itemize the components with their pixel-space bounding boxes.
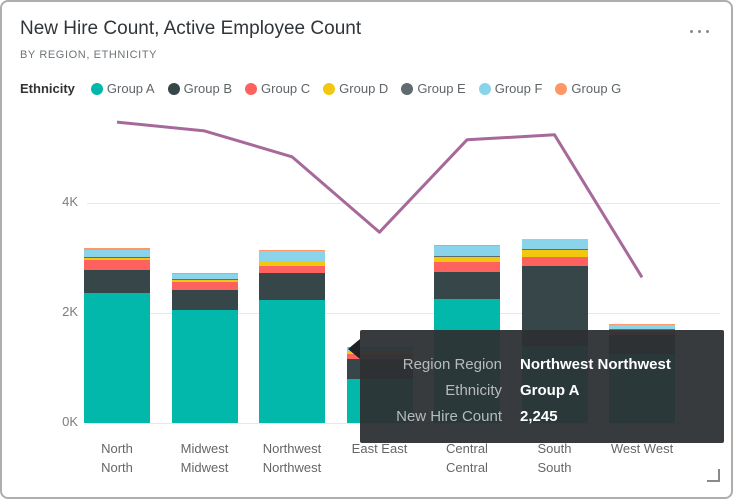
legend-item-group-b[interactable]: Group B [167,81,233,96]
tooltip-row-label: New Hire Count [396,407,502,425]
bar-segment-group-f[interactable] [259,251,325,262]
tooltip-row-value: Group A [520,381,580,399]
legend: Ethnicity Group A Group B Group C Group D Gr… [20,81,634,96]
gridline-4K [87,203,720,204]
bar-segment-group-d[interactable] [171,280,238,282]
bar-segment-group-b[interactable] [171,290,238,311]
legend-item-label: Group B [183,81,233,96]
legend-item-group-f[interactable]: Group F [478,81,543,96]
stacked-bar-midwest-midwest[interactable] [171,272,238,423]
legend-swatch-icon [323,82,336,95]
x-axis-label-midwest-midwest: Midwest Midwest [158,439,252,477]
legend-swatch-icon [555,82,568,95]
x-axis-label-line: Northwest [262,460,322,475]
x-axis-label-northwest-northwest: Northwest Northwest [245,439,339,477]
x-axis-label-line: North [101,460,133,475]
bar-segment-group-c[interactable] [171,281,238,291]
legend-item-label: Group F [494,81,543,96]
tooltip-row-label: Ethnicity [445,381,502,399]
tooltip-row: Ethnicity Group A [360,377,724,403]
legend-field-label: Ethnicity [20,81,75,96]
y-axis-tick-label: 0K [62,414,78,429]
y-axis-tick-label: 4K [62,194,78,209]
x-axis-label-line: Midwest [180,460,229,475]
legend-swatch-icon [478,82,491,95]
bar-segment-group-c[interactable] [84,260,150,271]
tooltip-row: Region Region Northwest Northwest [360,351,724,377]
bar-segment-group-a[interactable] [84,293,150,423]
bar-segment-group-e[interactable] [609,329,675,330]
x-axis-label-line: Central [446,441,488,456]
bar-segment-group-f[interactable] [609,324,675,330]
legend-item-label: Group D [339,81,389,96]
y-axis-tick-label: 2K [62,304,78,319]
legend-swatch-icon [90,82,103,95]
x-axis-label-north-north: North North [70,439,164,477]
bar-segment-group-c[interactable] [521,256,588,266]
legend-swatch-icon [167,82,180,95]
legend-swatch-icon [401,82,414,95]
bar-segment-group-b[interactable] [259,273,325,300]
x-axis-label-west-west: West West [595,439,689,458]
tooltip-row-value: Northwest Northwest [520,355,671,373]
x-axis-label-line: North [101,441,133,456]
x-axis-label-line: Midwest [180,441,229,456]
x-axis-label-line: Central [446,460,488,475]
bar-segment-group-e[interactable] [171,279,238,280]
legend-item-group-d[interactable]: Group D [323,81,388,96]
resize-handle-icon[interactable] [707,469,720,482]
stacked-bar-northwest-northwest[interactable] [259,250,325,423]
x-axis-label-line: Northwest [262,441,322,456]
more-options-button[interactable] [690,30,709,33]
legend-swatch-icon [245,82,258,95]
page-title: New Hire Count, Active Employee Count [20,18,362,39]
subtitle: BY REGION, ETHNICITY [20,49,158,61]
bar-segment-group-g[interactable] [609,324,675,325]
tooltip-row-label: Region Region [402,355,502,373]
x-axis-label-line: East East [351,441,408,456]
legend-item-group-e[interactable]: Group E [401,81,466,96]
x-axis-label-central-central: Central Central [420,439,514,477]
bar-segment-group-f[interactable] [84,249,150,258]
stacked-bar-north-north[interactable] [84,248,150,423]
bar-segment-group-a[interactable] [259,299,325,423]
bar-segment-group-c[interactable] [259,266,325,274]
x-axis-label-line: West West [610,441,674,456]
ellipsis-icon [690,30,693,33]
legend-item-group-c[interactable]: Group C [245,81,310,96]
bar-segment-group-a[interactable] [171,310,238,423]
tooltip: Region Region Northwest Northwest Ethnicit… [348,330,724,443]
tooltip-row-value: 2,245 [520,407,558,425]
x-axis-label-line: South [537,460,572,475]
legend-item-label: Group C [261,81,311,96]
bar-segment-group-d[interactable] [521,250,588,257]
ellipsis-icon [698,30,701,33]
bar-segment-group-c[interactable] [434,261,500,272]
gridline-2K [87,313,720,314]
ellipsis-icon [706,30,709,33]
bar-segment-group-f[interactable] [434,245,500,256]
tooltip-arrow-icon [348,339,360,359]
legend-item-label: Group E [417,81,466,96]
legend-item-label: Group A [106,81,155,96]
tooltip-row: New Hire Count 2,245 [360,403,724,429]
bar-segment-group-b[interactable] [434,271,500,300]
legend-item-group-g[interactable]: Group G [555,81,621,96]
x-axis-label-east-east: East East [333,439,427,458]
x-axis-label-south-south: South South [508,439,602,477]
bar-segment-group-f[interactable] [521,239,588,250]
legend-item-group-a[interactable]: Group A [90,81,155,96]
bar-segment-group-b[interactable] [84,270,150,294]
x-axis-label-line: South [537,441,572,456]
legend-item-label: Group G [571,81,622,96]
